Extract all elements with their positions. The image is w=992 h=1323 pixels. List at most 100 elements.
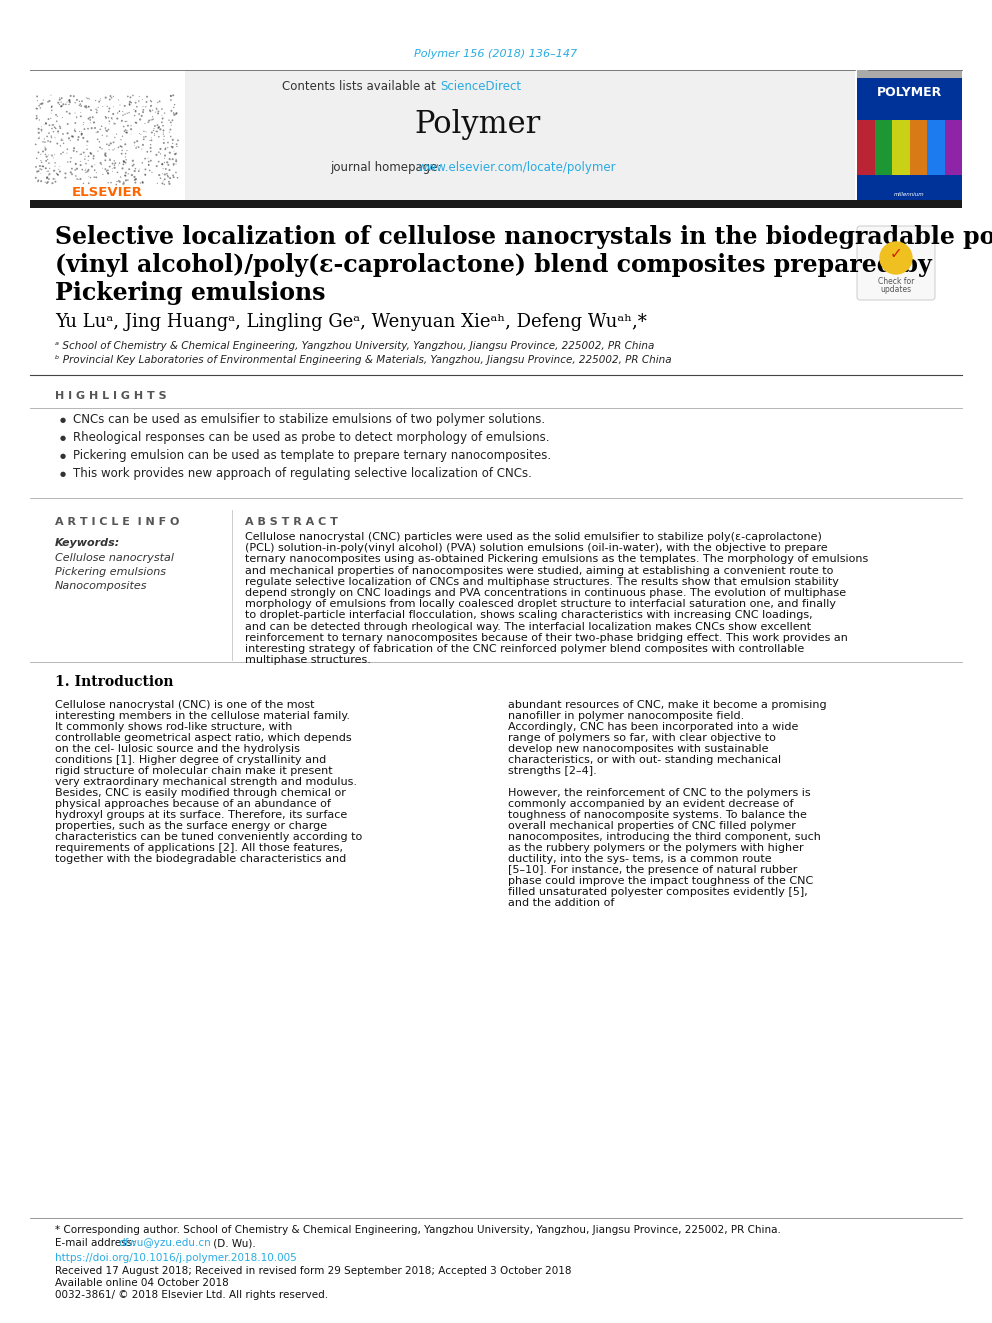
Point: [52, 116, 67, 138]
Text: However, the reinforcement of CNC to the polymers is: However, the reinforcement of CNC to the…: [508, 789, 810, 798]
Text: rigid structure of molecular chain make it present: rigid structure of molecular chain make …: [55, 766, 332, 777]
Point: [44, 118, 60, 139]
Point: [97, 144, 113, 165]
Point: [71, 95, 87, 116]
Point: [106, 151, 122, 172]
Point: [99, 160, 115, 181]
Point: [62, 130, 78, 151]
Point: [106, 114, 122, 135]
Point: [128, 157, 144, 179]
Point: [53, 135, 68, 156]
Point: [164, 101, 180, 122]
Point: [149, 120, 165, 142]
Point: [143, 134, 159, 155]
Point: [142, 99, 158, 120]
Point: [163, 111, 179, 132]
Point: [161, 171, 177, 192]
Point: [70, 127, 86, 148]
Point: [41, 108, 57, 130]
Point: [39, 160, 55, 181]
Point: [35, 93, 51, 114]
Point: [76, 148, 92, 169]
Point: [105, 97, 121, 118]
Point: [144, 91, 160, 112]
Text: physical approaches because of an abundance of: physical approaches because of an abunda…: [55, 799, 331, 808]
Point: [80, 146, 96, 167]
Point: [102, 156, 118, 177]
Point: [67, 93, 83, 114]
Text: ✓: ✓: [890, 246, 903, 262]
Text: reinforcement to ternary nanocomposites because of their two-phase bridging effe: reinforcement to ternary nanocomposites …: [245, 632, 848, 643]
Point: [106, 139, 122, 160]
Text: Pickering emulsions: Pickering emulsions: [55, 568, 166, 577]
Point: [103, 132, 119, 153]
Text: Besides, CNC is easily modified through chemical or: Besides, CNC is easily modified through …: [55, 789, 346, 798]
Text: toughness of nanocomposite systems. To balance the: toughness of nanocomposite systems. To b…: [508, 810, 806, 820]
Point: [60, 152, 75, 173]
Point: [47, 156, 62, 177]
Point: [158, 159, 174, 180]
Point: [82, 143, 98, 164]
Point: [164, 115, 180, 136]
Point: [163, 86, 179, 107]
Point: [40, 91, 56, 112]
Text: as the rubbery polymers or the polymers with higher: as the rubbery polymers or the polymers …: [508, 843, 804, 853]
Point: [121, 159, 137, 180]
Point: [136, 128, 152, 149]
Point: [160, 138, 176, 159]
Point: [117, 120, 133, 142]
Point: [45, 146, 61, 167]
Point: [156, 128, 172, 149]
Point: [123, 87, 139, 108]
Point: [52, 161, 67, 183]
Text: develop new nanocomposites with sustainable: develop new nanocomposites with sustaina…: [508, 744, 769, 754]
Point: [149, 99, 165, 120]
Point: [145, 106, 161, 127]
Point: [72, 102, 88, 123]
Point: [35, 140, 51, 161]
Point: [80, 108, 96, 130]
Point: [156, 122, 172, 143]
Point: [155, 153, 171, 175]
Point: [137, 164, 153, 185]
Point: [38, 172, 54, 193]
Point: [118, 143, 134, 164]
Point: [97, 143, 113, 164]
Point: [74, 123, 90, 144]
Point: [141, 151, 157, 172]
Text: journal homepage:: journal homepage:: [330, 160, 445, 173]
Point: [115, 105, 131, 126]
Point: [97, 149, 113, 171]
Point: [140, 111, 156, 132]
Point: [105, 153, 121, 175]
Point: [105, 160, 121, 181]
Bar: [910, 120, 927, 175]
Point: [71, 120, 87, 142]
Point: [107, 157, 123, 179]
Point: [33, 144, 49, 165]
Point: [122, 91, 138, 112]
Text: Pickering emulsion can be used as template to prepare ternary nanocomposites.: Pickering emulsion can be used as templa…: [73, 450, 552, 463]
Point: [156, 171, 172, 192]
Point: [44, 103, 60, 124]
Point: [124, 164, 140, 185]
Point: [170, 167, 186, 188]
Point: [73, 95, 89, 116]
Point: [123, 123, 139, 144]
Point: [138, 159, 154, 180]
Point: [123, 93, 139, 114]
Text: very extraordinary mechanical strength and modulus.: very extraordinary mechanical strength a…: [55, 777, 357, 787]
Text: regulate selective localization of CNCs and multiphase structures. The results s: regulate selective localization of CNCs …: [245, 577, 839, 587]
Point: [88, 163, 104, 184]
Text: Cellulose nanocrystal (CNC) is one of the most: Cellulose nanocrystal (CNC) is one of th…: [55, 700, 314, 710]
Point: [78, 139, 94, 160]
Point: [135, 172, 151, 193]
Point: [163, 90, 179, 111]
Point: [86, 167, 102, 188]
Text: phase could improve the impact toughness of the CNC: phase could improve the impact toughness…: [508, 876, 813, 886]
Point: [64, 164, 80, 185]
Point: [165, 110, 181, 131]
Text: It commonly shows rod-like structure, with: It commonly shows rod-like structure, wi…: [55, 722, 293, 732]
Point: [33, 149, 49, 171]
Point: [162, 142, 178, 163]
